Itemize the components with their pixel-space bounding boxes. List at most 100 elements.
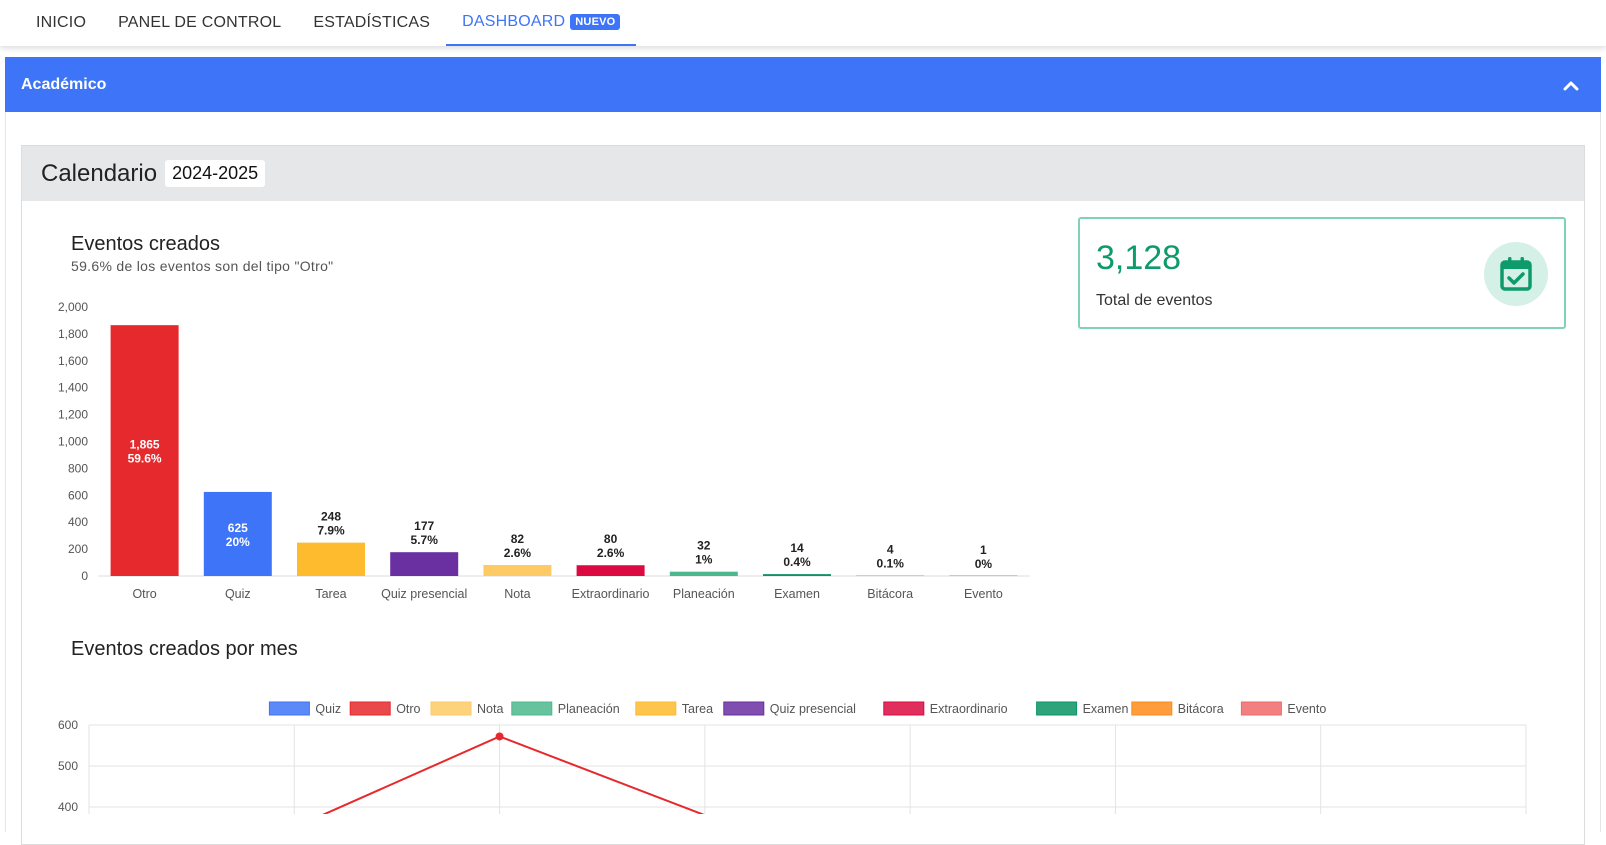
calendar-check-icon [1484,242,1548,306]
y-tick-label: 1,000 [58,435,88,449]
legend-label: Quiz [315,702,341,716]
events-bar-chart: 0 200 400 600 800 1,000 1,200 1,400 1,600 1,800 2,… [58,300,1030,601]
y-tick-label: 600 [68,488,88,502]
y-tick-label: 1,800 [58,327,88,341]
card-header: Calendario 2024-2025 [22,146,1584,201]
x-tick-label: Nota [504,587,530,601]
nav-inicio-label: INICIO [36,14,87,31]
data-label-value: 1 [980,543,987,557]
y-tick-label: 200 [68,542,88,556]
legend-swatch [883,701,925,716]
legend-label: Examen [1083,702,1129,716]
data-label-value: 1,865 [130,438,160,452]
data-label-value: 625 [228,521,248,535]
legend-swatch [1036,701,1078,716]
bar [669,571,738,576]
data-label-value: 248 [321,510,341,524]
legend-swatch [1240,701,1282,716]
bar [763,574,831,576]
y-tick-label: 2,000 [58,300,88,314]
legend-swatch [1131,701,1173,716]
legend-swatch [635,701,677,716]
data-label-value: 14 [790,541,804,555]
total-events-label: Total de eventos [1096,292,1213,309]
legend-swatch [349,701,391,716]
legend-swatch [268,701,310,716]
section-title: Académico [21,75,107,93]
y-tick-label: 1,400 [58,381,88,395]
bar [576,565,645,576]
data-label-percent: 5.7% [411,533,439,547]
card-title: Calendario [41,159,158,187]
nav-dashboard-label: DASHBOARD [462,13,566,30]
bar [297,542,365,576]
top-nav: INICIO PANEL DE CONTROL ESTADÍSTICAS DAS… [0,0,1606,46]
x-tick-label: Quiz presencial [381,587,467,601]
nav-estadisticas-label: ESTADÍSTICAS [313,14,431,31]
legend-label: Tarea [682,702,713,716]
y-tick-label: 1,200 [58,408,88,422]
y-tick-label: 1,600 [58,354,88,368]
data-label-percent: 2.6% [504,546,532,560]
data-label-percent: 1% [695,553,713,567]
data-point [495,732,504,741]
x-tick-label: Tarea [315,587,346,601]
line-chart-title: Eventos creados por mes [71,638,298,660]
data-label-value: 80 [604,532,618,546]
y-tick-label: 500 [58,759,78,773]
data-label-value: 82 [511,532,525,546]
x-tick-label: Evento [964,587,1003,601]
y-tick-label: 600 [58,718,78,732]
data-label-percent: 2.6% [597,546,625,560]
legend-label: Planeación [558,702,620,716]
bar [110,325,179,576]
legend-swatch [430,701,472,716]
x-tick-label: Extraordinario [572,587,650,601]
legend-label: Nota [477,702,503,716]
data-label-value: 32 [697,539,711,553]
y-tick-label: 400 [58,800,78,814]
x-tick-label: Otro [132,587,156,601]
nav-inicio[interactable]: INICIO [20,0,102,46]
bar [203,491,272,576]
data-label-percent: 0.1% [877,556,905,570]
data-label-percent: 20% [226,535,250,549]
section-header-academico[interactable]: Académico [5,57,1601,112]
legend-swatch [723,701,765,716]
legend-label: Bitácora [1178,702,1224,716]
total-events-value: 3,128 [1096,239,1182,277]
data-label-percent: 59.6% [128,452,162,466]
new-badge: NUEVO [570,14,621,30]
bar [949,575,1018,576]
x-tick-label: Quiz [225,587,251,601]
y-tick-label: 800 [68,461,88,475]
bar [483,564,552,576]
bar [856,575,925,576]
bar-chart-title: Eventos creados [71,233,220,255]
x-tick-label: Bitácora [867,587,913,601]
year-badge: 2024-2025 [165,160,266,187]
data-label-percent: 0.4% [783,555,811,569]
legend-label: Quiz presencial [770,702,856,716]
x-tick-label: Examen [774,587,820,601]
bar-chart-subtitle: 59.6% de los eventos son del tipo "Otro" [71,258,334,274]
data-label-percent: 0% [975,557,993,571]
nav-panel-label: PANEL DE CONTROL [118,14,282,31]
x-tick-label: Planeación [673,587,735,601]
monthly-line-chart: Quiz Otro Nota Planeación Tarea Quiz presenci… [58,701,1527,814]
bar [390,552,459,576]
nav-estadisticas[interactable]: ESTADÍSTICAS [297,0,446,46]
legend-label: Extraordinario [930,702,1008,716]
legend-label: Otro [396,702,420,716]
total-events-card: 3,128 Total de eventos [1078,217,1566,329]
nav-dashboard[interactable]: DASHBOARD NUEVO [446,0,637,46]
legend-swatch [511,701,553,716]
data-label-value: 177 [414,519,434,533]
y-tick-label: 0 [81,569,88,583]
data-label-percent: 7.9% [317,524,345,538]
nav-panel-de-control[interactable]: PANEL DE CONTROL [102,0,297,46]
chevron-up-icon[interactable] [1561,75,1581,95]
data-label-value: 4 [887,542,894,556]
y-tick-label: 400 [68,515,88,529]
legend-label: Evento [1287,702,1326,716]
